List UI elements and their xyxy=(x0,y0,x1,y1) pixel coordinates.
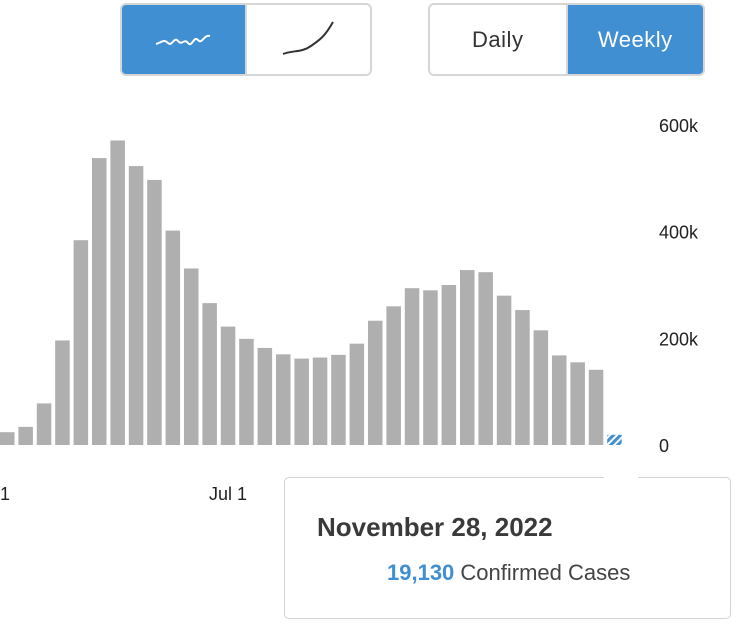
bar[interactable] xyxy=(165,230,181,445)
y-tick-label: 200k xyxy=(659,329,699,349)
bar[interactable] xyxy=(73,240,89,445)
y-tick-label: 400k xyxy=(659,223,699,243)
bar[interactable] xyxy=(18,426,33,445)
tooltip-pointer-join xyxy=(604,476,638,479)
bar[interactable] xyxy=(570,362,585,445)
bar[interactable] xyxy=(404,288,420,445)
bar-highlighted[interactable] xyxy=(607,434,622,445)
bar[interactable] xyxy=(239,338,254,445)
x-tick-label: 1 xyxy=(0,484,10,504)
bar[interactable] xyxy=(460,270,475,445)
bar[interactable] xyxy=(128,166,144,446)
scale-toggle xyxy=(120,3,372,76)
bar[interactable] xyxy=(496,295,512,445)
data-tooltip: November 28, 2022 19,130 Confirmed Cases xyxy=(284,477,731,619)
period-toggle: Daily Weekly xyxy=(428,3,705,76)
bar[interactable] xyxy=(147,179,162,445)
bar[interactable] xyxy=(478,272,493,445)
log-scale-button[interactable] xyxy=(245,5,370,74)
x-tick-label: Jul 1 xyxy=(209,484,247,504)
weekly-button[interactable]: Weekly xyxy=(565,5,703,74)
tooltip-value: 19,130 xyxy=(387,560,455,585)
bar[interactable] xyxy=(552,355,567,445)
y-tick-label: 600k xyxy=(659,116,699,136)
bar[interactable] xyxy=(368,320,383,445)
tooltip-value-line: 19,130 Confirmed Cases xyxy=(387,560,630,586)
tooltip-date: November 28, 2022 xyxy=(317,512,553,542)
bar[interactable] xyxy=(220,326,236,445)
bar[interactable] xyxy=(349,343,365,445)
y-tick-label: 0 xyxy=(659,436,669,456)
bar[interactable] xyxy=(92,158,107,446)
bar[interactable] xyxy=(202,303,217,445)
bar[interactable] xyxy=(294,358,309,445)
bar[interactable] xyxy=(36,403,52,445)
daily-button[interactable]: Daily xyxy=(430,5,566,74)
log-scale-icon xyxy=(282,21,334,55)
bar[interactable] xyxy=(331,354,346,445)
bar[interactable] xyxy=(588,369,604,445)
bar[interactable] xyxy=(441,285,457,445)
weekly-label: Weekly xyxy=(597,26,673,52)
bar[interactable] xyxy=(110,140,125,445)
daily-label: Daily xyxy=(472,26,524,52)
linear-scale-button[interactable] xyxy=(122,5,245,74)
bar[interactable] xyxy=(423,290,438,445)
bar[interactable] xyxy=(312,357,328,445)
bar[interactable] xyxy=(257,347,273,445)
bar[interactable] xyxy=(276,354,291,445)
bar[interactable] xyxy=(515,310,530,445)
bar[interactable] xyxy=(184,268,199,445)
tooltip-label: Confirmed Cases xyxy=(460,560,631,585)
linear-scale-icon xyxy=(155,34,210,45)
bar[interactable] xyxy=(533,330,549,445)
bar[interactable] xyxy=(0,432,15,445)
bar[interactable] xyxy=(55,340,70,445)
bar[interactable] xyxy=(386,306,401,445)
